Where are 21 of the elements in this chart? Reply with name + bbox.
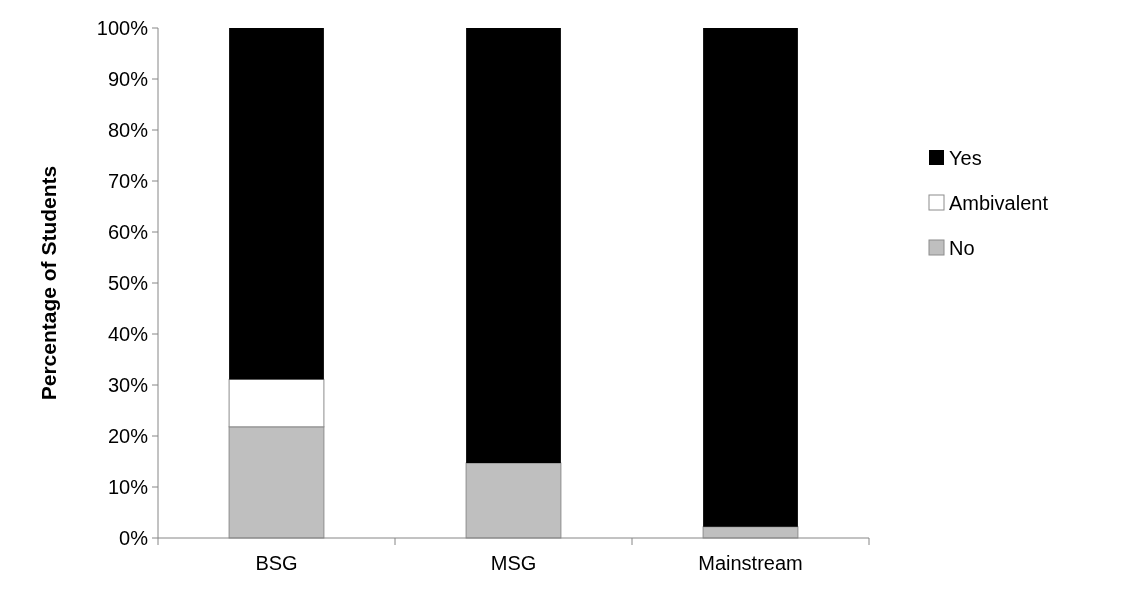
y-tick-label: 90% [107,68,149,90]
legend-label: Ambivalent [949,192,1049,214]
y-tick-label: 60% [107,221,149,243]
x-tick-label: BSG [255,552,298,574]
y-axis-title: Percentage of Students [37,165,60,401]
bar [466,28,561,464]
y-tick-label: 80% [107,119,149,141]
y-tick-label: 10% [107,476,149,498]
y-tick-label: 30% [107,374,149,396]
legend-label: Yes [949,147,982,169]
y-tick-label: 100% [96,17,149,39]
y-tick-label: 70% [107,170,149,192]
bar [703,28,798,527]
y-tick-label: 40% [107,323,149,345]
legend-label: No [949,237,975,259]
x-tick-label: Mainstream [698,552,803,574]
y-tick-label: 20% [107,425,149,447]
x-tick-label: MSG [490,552,537,574]
y-tick-label: 50% [107,272,149,294]
y-tick-label: 0% [119,527,149,549]
bar [229,28,324,380]
